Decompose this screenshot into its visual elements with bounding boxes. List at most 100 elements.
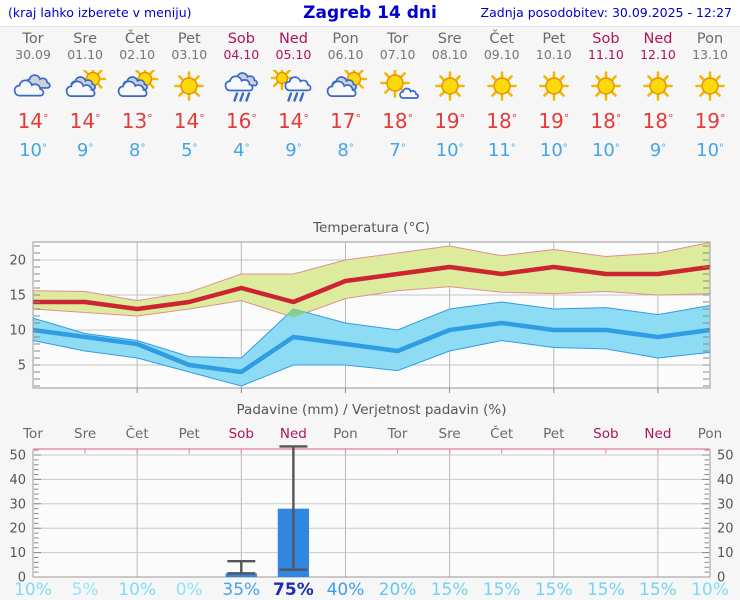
day-date: 02.10 <box>119 47 156 62</box>
precip-ytick-label: 0 <box>717 571 725 586</box>
day-name: Pon <box>332 31 359 47</box>
partly-sunny-icon <box>59 67 111 105</box>
day-name: Ned <box>278 31 308 47</box>
forecast-day[interactable]: Sre 08.10 19° 10° <box>424 31 476 171</box>
sunny-icon <box>684 67 736 105</box>
page-title: Zagreb 14 dni <box>303 3 437 23</box>
low-temp: 9° <box>76 140 94 161</box>
precip-day-label: Čet <box>490 424 513 442</box>
precip-probability-label: 0% <box>176 580 203 600</box>
forecast-day[interactable]: Pon 13.10 19° 10° <box>684 31 736 171</box>
forecast-strip: Tor 30.09 14° 10° Sre 01.10 14° 9° Čet 02.10 13° 8°… <box>7 31 736 171</box>
day-date: 11.10 <box>588 47 624 62</box>
forecast-day[interactable]: Pet 03.10 14° 5° <box>163 31 215 171</box>
day-date: 06.10 <box>327 47 364 62</box>
partly-sunny-icon <box>319 67 371 105</box>
forecast-day[interactable]: Sre 01.10 14° 9° <box>59 31 111 171</box>
forecast-day[interactable]: Sob 04.10 16° 4° <box>215 31 267 171</box>
high-temp: 19° <box>538 109 570 133</box>
sunny-icon <box>424 67 476 105</box>
menu-hint-text: (kraj lahko izberete v meniju) <box>8 5 192 20</box>
day-name: Sob <box>227 31 255 47</box>
partly-sunny-icon <box>111 67 163 105</box>
low-temp: 10° <box>591 140 620 161</box>
precipitation-chart-title: Padavine (mm) / Verjetnost padavin (%) <box>236 402 507 418</box>
low-temp: 9° <box>649 140 667 161</box>
precip-ytick-label: 40 <box>717 473 734 488</box>
precip-ytick-label: 10 <box>9 546 26 561</box>
rain-icon <box>215 67 267 105</box>
precip-ytick-label: 20 <box>9 522 26 537</box>
high-temp: 19° <box>434 109 466 133</box>
high-temp: 19° <box>694 109 726 133</box>
temperature-chart-title: Temperatura (°C) <box>313 220 430 236</box>
low-temp: 9° <box>285 140 302 161</box>
forecast-day[interactable]: Čet 02.10 13° 8° <box>111 31 163 171</box>
precip-day-label: Pet <box>543 426 564 442</box>
mostly-sunny-icon <box>372 67 424 105</box>
precip-probability-label: 5% <box>72 580 99 600</box>
min-temp-line <box>32 320 711 375</box>
high-temp: 13° <box>121 109 153 133</box>
day-name: Sre <box>73 31 97 47</box>
precip-probability-label: 35% <box>222 580 260 600</box>
forecast-day[interactable]: Ned 05.10 14° 9° <box>267 31 319 171</box>
watermark-link[interactable]: vreme.us <box>559 240 622 256</box>
day-date: 01.10 <box>67 47 104 62</box>
high-temp: 18° <box>590 109 622 133</box>
day-name: Sob <box>592 31 620 47</box>
precip-day-label: Tor <box>22 426 43 442</box>
precip-ytick-label: 50 <box>9 449 26 464</box>
temp-ytick-label: 10 <box>9 324 26 339</box>
sunny-icon <box>580 67 632 105</box>
precip-probability-label: 15% <box>431 580 469 600</box>
day-name: Pet <box>542 31 566 47</box>
sunny-icon <box>632 67 684 105</box>
temp-ytick-label: 15 <box>9 289 26 304</box>
precip-day-label: Ned <box>644 426 671 442</box>
day-date: 30.09 <box>15 47 51 62</box>
precip-ytick-label: 30 <box>717 497 734 512</box>
precipitation-chart: 0 0 10 10 20 20 30 30 40 40 50 50 Tor Sre Čet Pet Sob Ned… <box>9 424 733 600</box>
day-name: Tor <box>22 31 44 47</box>
day-date: 13.10 <box>692 47 728 62</box>
forecast-day[interactable]: Čet 09.10 18° 11° <box>476 31 528 171</box>
high-temp: 14° <box>69 109 101 133</box>
precip-day-label: Sre <box>74 426 96 442</box>
low-temp: 4° <box>233 140 250 161</box>
high-temp: 18° <box>642 109 674 133</box>
precip-day-label: Ned <box>280 426 307 442</box>
precip-ytick-label: 10 <box>717 546 734 561</box>
sunny-icon <box>528 67 580 105</box>
high-temp: 17° <box>330 109 361 133</box>
temp-ytick-label: 5 <box>18 359 26 374</box>
precip-day-label: Sre <box>439 426 461 442</box>
precip-probability-label: 15% <box>483 580 521 600</box>
forecast-day[interactable]: Pon 06.10 17° 8° <box>319 31 371 171</box>
day-name: Ned <box>643 31 673 47</box>
low-temp: 5° <box>181 140 198 161</box>
low-temp: 10° <box>696 140 724 161</box>
low-temp: 7° <box>389 140 406 161</box>
forecast-day[interactable]: Tor 07.10 18° 7° <box>372 31 424 171</box>
precip-day-label: Pon <box>333 426 357 442</box>
forecast-day[interactable]: Tor 30.09 14° 10° <box>7 31 59 171</box>
precip-probability-label: 75% <box>273 580 314 600</box>
forecast-day[interactable]: Pet 10.10 19° 10° <box>528 31 580 171</box>
precip-bar <box>225 573 257 577</box>
forecast-day[interactable]: Ned 12.10 18° 9° <box>632 31 684 171</box>
precip-probability-label: 15% <box>639 580 677 600</box>
high-temp: 18° <box>382 109 414 133</box>
precip-probability-label: 40% <box>327 580 365 600</box>
high-temp: 16° <box>225 109 257 133</box>
low-temp: 8° <box>129 140 146 161</box>
forecast-day[interactable]: Sob 11.10 18° 10° <box>580 31 632 171</box>
precip-probability-label: 10% <box>14 580 52 600</box>
page-header: (kraj lahko izberete v meniju) Zagreb 14… <box>0 0 740 27</box>
precip-probability-label: 20% <box>379 580 417 600</box>
precip-day-label: Pon <box>698 426 722 442</box>
precip-ytick-label: 50 <box>717 449 734 464</box>
precip-day-label: Tor <box>387 426 408 442</box>
precip-probability-label: 10% <box>118 580 156 600</box>
